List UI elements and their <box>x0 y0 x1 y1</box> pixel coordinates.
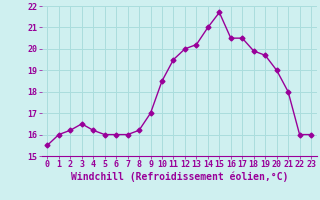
X-axis label: Windchill (Refroidissement éolien,°C): Windchill (Refroidissement éolien,°C) <box>70 172 288 182</box>
